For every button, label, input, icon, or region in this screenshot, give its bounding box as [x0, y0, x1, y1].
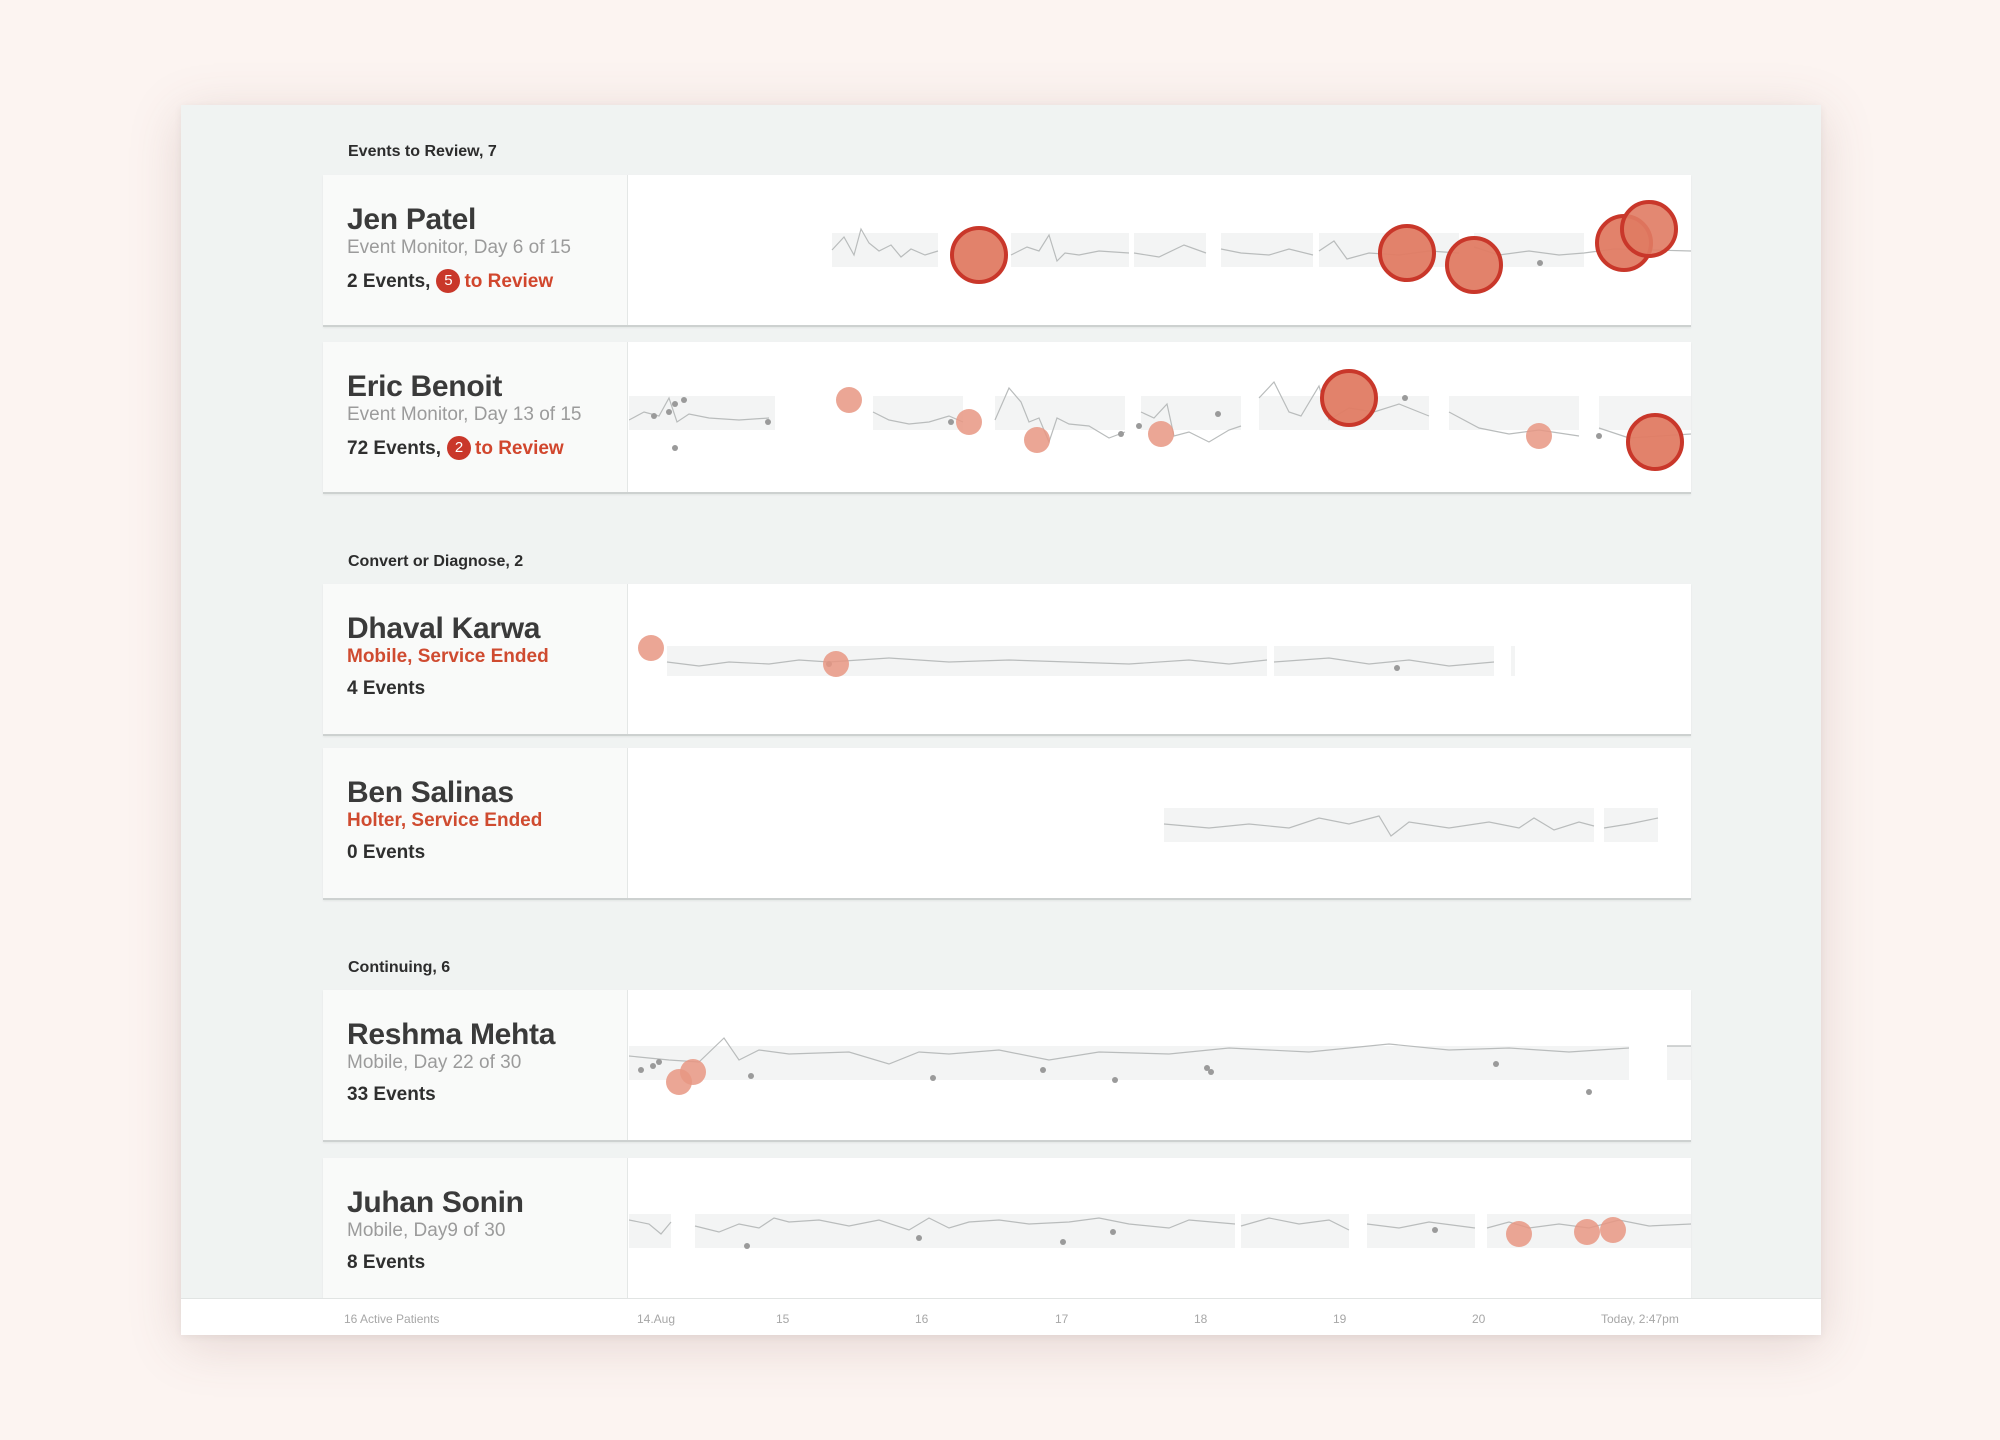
patient-events: 33 Events — [347, 1084, 436, 1106]
tick-label: 14.Aug — [637, 1312, 676, 1326]
section-header-continuing: Continuing, 6 — [348, 959, 451, 976]
timeline-svg — [629, 1214, 1691, 1249]
event-timeline[interactable] — [629, 990, 1691, 1140]
tick-label: 15 — [776, 1312, 790, 1326]
patient-status: Event Monitor, Day 13 of 15 — [347, 404, 582, 425]
timeline-svg — [629, 1037, 1691, 1095]
event-timeline[interactable] — [629, 342, 1691, 492]
events-count: 72 Events, — [347, 438, 441, 459]
patient-card-ben-salinas[interactable]: Ben Salinas Holter, Service Ended 0 Even… — [323, 748, 1691, 900]
patient-status: Mobile, Day 22 of 30 — [347, 1052, 522, 1073]
tick-label: 20 — [1472, 1312, 1486, 1326]
patient-card-eric-benoit[interactable]: Eric Benoit Event Monitor, Day 13 of 15 … — [323, 342, 1691, 494]
events-count: 0 Events — [347, 842, 426, 863]
events-count: 4 Events — [347, 678, 426, 699]
tick-label: 19 — [1333, 1312, 1347, 1326]
event-timeline[interactable] — [629, 584, 1691, 734]
patient-status: Event Monitor, Day 6 of 15 — [347, 237, 571, 258]
patient-events: 0 Events — [347, 842, 425, 864]
review-badge: 2 — [447, 436, 471, 460]
tick-label: 18 — [1194, 1312, 1208, 1326]
patient-info: Reshma Mehta Mobile, Day 22 of 30 33 Eve… — [323, 990, 628, 1140]
events-count: 2 Events, — [347, 271, 431, 292]
patient-info: Dhaval Karwa Mobile, Service Ended 4 Eve… — [323, 584, 628, 734]
review-badge: 5 — [436, 269, 461, 293]
event-timeline[interactable] — [629, 1158, 1691, 1308]
events-count: 33 Events — [347, 1084, 436, 1105]
section-header-review: Events to Review, 7 — [348, 143, 497, 160]
tick-label-today: Today, 2:47pm — [1601, 1312, 1679, 1326]
patient-card-dhaval-karwa[interactable]: Dhaval Karwa Mobile, Service Ended 4 Eve… — [323, 584, 1691, 736]
patient-info: Ben Salinas Holter, Service Ended 0 Even… — [323, 748, 628, 898]
patient-info: Jen Patel Event Monitor, Day 6 of 15 2 E… — [323, 175, 628, 325]
patient-name: Dhaval Karwa — [347, 612, 541, 645]
event-timeline[interactable] — [629, 748, 1691, 898]
patient-name: Reshma Mehta — [347, 1018, 556, 1051]
event-timeline[interactable] — [629, 175, 1691, 325]
active-patients-count: 16 Active Patients — [344, 1312, 440, 1326]
timeline-svg — [638, 635, 1515, 677]
timeline-svg — [629, 369, 1691, 471]
patient-events: 8 Events — [347, 1252, 425, 1274]
timeline-footer: 16 Active Patients 14.Aug 15 16 17 18 19… — [181, 1298, 1821, 1335]
patient-events: 2 Events, 5 to Review — [347, 269, 553, 293]
patient-status: Mobile, Day9 of 30 — [347, 1220, 506, 1241]
patient-card-jen-patel[interactable]: Jen Patel Event Monitor, Day 6 of 15 2 E… — [323, 175, 1691, 327]
patient-status: Holter, Service Ended — [347, 810, 543, 831]
patient-info: Juhan Sonin Mobile, Day9 of 30 8 Events — [323, 1158, 628, 1308]
patient-events: 72 Events, 2 to Review — [347, 436, 564, 460]
tick-label: 17 — [1055, 1312, 1069, 1326]
events-count: 8 Events — [347, 1252, 426, 1273]
timeline-svg — [1163, 808, 1659, 842]
patient-name: Eric Benoit — [347, 370, 503, 403]
patient-info: Eric Benoit Event Monitor, Day 13 of 15 … — [323, 342, 628, 492]
patient-card-juhan-sonin[interactable]: Juhan Sonin Mobile, Day9 of 30 8 Events — [323, 1158, 1691, 1310]
review-link[interactable]: to Review — [475, 438, 564, 459]
app-window: Events to Review, 7 Jen Patel Event Moni… — [181, 105, 1821, 1335]
patient-card-reshma-mehta[interactable]: Reshma Mehta Mobile, Day 22 of 30 33 Eve… — [323, 990, 1691, 1142]
patient-name: Jen Patel — [347, 203, 477, 236]
timeline-svg — [831, 200, 1691, 294]
tick-label: 16 — [915, 1312, 929, 1326]
review-link[interactable]: to Review — [464, 271, 554, 292]
patient-name: Ben Salinas — [347, 776, 514, 809]
patient-name: Juhan Sonin — [347, 1186, 524, 1219]
patient-events: 4 Events — [347, 678, 425, 700]
section-header-convert: Convert or Diagnose, 2 — [348, 553, 524, 570]
patient-status: Mobile, Service Ended — [347, 646, 549, 667]
